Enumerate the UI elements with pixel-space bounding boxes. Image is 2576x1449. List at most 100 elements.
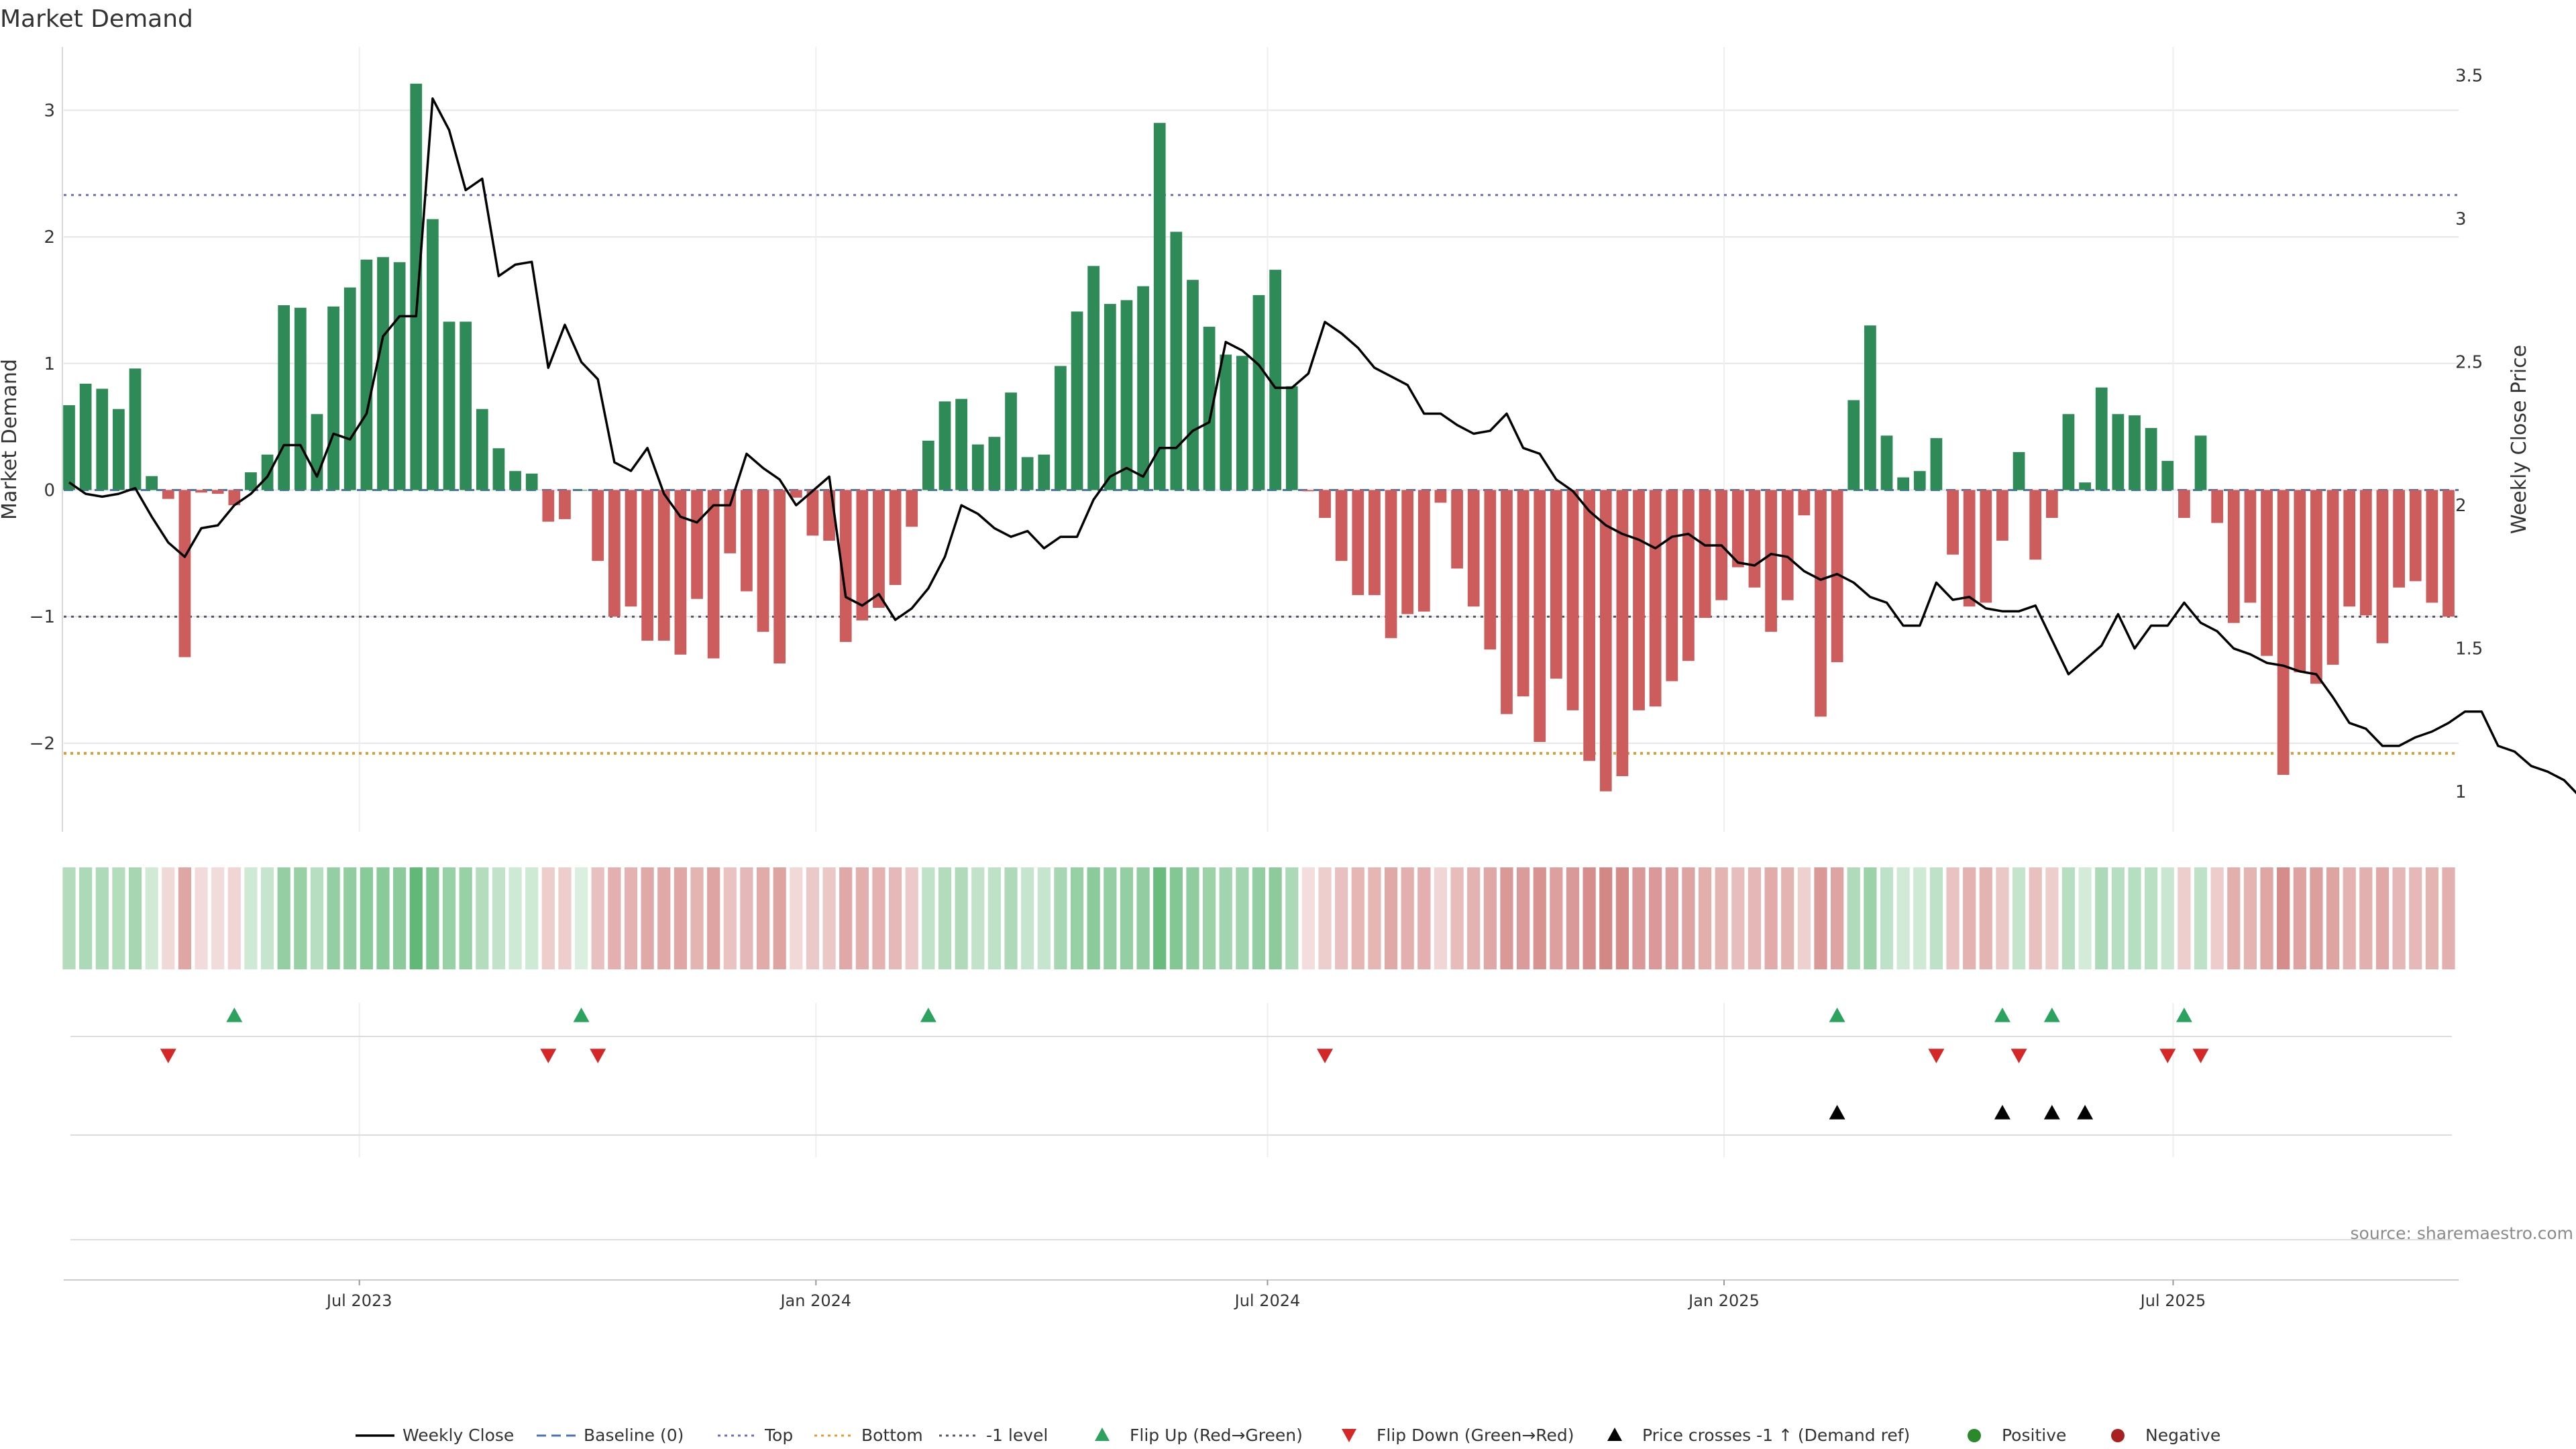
heat-cell [922, 867, 935, 969]
heat-cell [1764, 867, 1778, 969]
heat-cell [1252, 867, 1266, 969]
demand-bar [2211, 490, 2224, 523]
legend-label: Flip Up (Red→Green) [1130, 1426, 1303, 1445]
heat-cell [1847, 867, 1860, 969]
heat-cell [62, 867, 76, 969]
demand-bar [1731, 490, 1744, 568]
demand-bar [79, 383, 92, 490]
heat-cell [1434, 867, 1448, 969]
heat-cell [1202, 867, 1216, 969]
demand-bar [492, 448, 505, 490]
legend-triangle-up-swatch [1607, 1428, 1622, 1441]
demand-bar [1467, 490, 1480, 607]
heat-cell [1483, 867, 1497, 969]
demand-bar [1401, 490, 1414, 614]
demand-bar [1748, 490, 1761, 588]
demand-bar [294, 307, 307, 490]
legend-item: Positive [1968, 1426, 2066, 1445]
flip-up-marker [1994, 1008, 2010, 1022]
heat-cell [162, 867, 175, 969]
heat-cell [1351, 867, 1364, 969]
right-tick-label: 2.5 [2455, 353, 2483, 373]
legend-item: Bottom [814, 1426, 923, 1445]
demand-bar [393, 262, 406, 490]
x-tick-label: Jul 2025 [2139, 1291, 2206, 1310]
demand-bar [2443, 490, 2455, 617]
demand-bar [1682, 490, 1695, 661]
heat-cell [2178, 867, 2191, 969]
demand-bar [1385, 490, 1397, 639]
heat-cell [740, 867, 753, 969]
demand-bar [592, 490, 604, 561]
heat-cell [1335, 867, 1348, 969]
heat-cell [872, 867, 885, 969]
flip-down-marker [2192, 1049, 2209, 1063]
heat-cell [1963, 867, 1976, 969]
demand-bar [211, 490, 224, 494]
demand-bar [1699, 490, 1711, 619]
heat-cell [1186, 867, 1199, 969]
heat-cell [1880, 867, 1894, 969]
heat-cell [955, 867, 968, 969]
heat-cell [1979, 867, 1992, 969]
flip-up-marker [920, 1008, 936, 1022]
heat-cell [1550, 867, 1563, 969]
heat-cell [2326, 867, 2340, 969]
x-tick-label: Jan 2025 [1687, 1291, 1760, 1310]
heat-cell [1566, 867, 1580, 969]
demand-bar [2194, 435, 2207, 490]
heat-cell [1384, 867, 1398, 969]
heat-cell [1698, 867, 1712, 969]
demand-bar [2045, 490, 2058, 518]
legend-item: Negative [2111, 1426, 2220, 1445]
left-tick-label: 0 [44, 480, 55, 500]
demand-bar [988, 437, 1001, 490]
right-tick-label: 3.5 [2455, 66, 2483, 87]
heat-cell [1929, 867, 1943, 969]
heat-cell [277, 867, 290, 969]
heat-cell [1401, 867, 1414, 969]
heat-cell [690, 867, 704, 969]
heat-cell [327, 867, 340, 969]
demand-bar [311, 414, 323, 490]
legend-item: Flip Down (Green→Red) [1342, 1426, 1574, 1445]
heat-cell [756, 867, 770, 969]
demand-bar [228, 490, 241, 506]
demand-bar [1451, 490, 1463, 569]
demand-bar [2426, 490, 2438, 603]
right-tick-label: 1 [2455, 782, 2467, 802]
legend-item: -1 level [939, 1426, 1048, 1445]
demand-bar [542, 490, 555, 522]
heat-cell [790, 867, 803, 969]
heat-cell [1087, 867, 1100, 969]
legend-item: Price crosses -1 ↑ (Demand ref) [1607, 1426, 1910, 1445]
heat-cell [244, 867, 258, 969]
heat-cell [674, 867, 687, 969]
demand-bar [1484, 490, 1497, 650]
source-annotation: source: sharemaestro.com [2351, 1224, 2574, 1243]
legend-label: Top [764, 1426, 793, 1445]
flip-down-marker [540, 1049, 557, 1063]
heat-cell [1649, 867, 1662, 969]
heat-cell [492, 867, 506, 969]
heat-cell [1104, 867, 1117, 969]
x-tick-label: Jan 2024 [779, 1291, 851, 1310]
left-tick-label: 3 [44, 101, 55, 121]
price-cross-marker [1994, 1105, 2010, 1120]
demand-bar [410, 83, 423, 490]
demand-bar [146, 476, 158, 490]
demand-bar [2343, 490, 2356, 607]
demand-bar [1319, 490, 1331, 518]
demand-bar [1781, 490, 1794, 600]
demand-bar [1120, 300, 1133, 490]
demand-bar [1798, 490, 1811, 516]
heat-cell [525, 867, 539, 969]
demand-bar [2294, 490, 2306, 673]
demand-bar [195, 490, 207, 493]
demand-bar [1368, 490, 1381, 596]
demand-bar [625, 490, 637, 607]
demand-bar [1649, 490, 1662, 707]
demand-bar [443, 321, 455, 490]
heat-cell [1070, 867, 1084, 969]
